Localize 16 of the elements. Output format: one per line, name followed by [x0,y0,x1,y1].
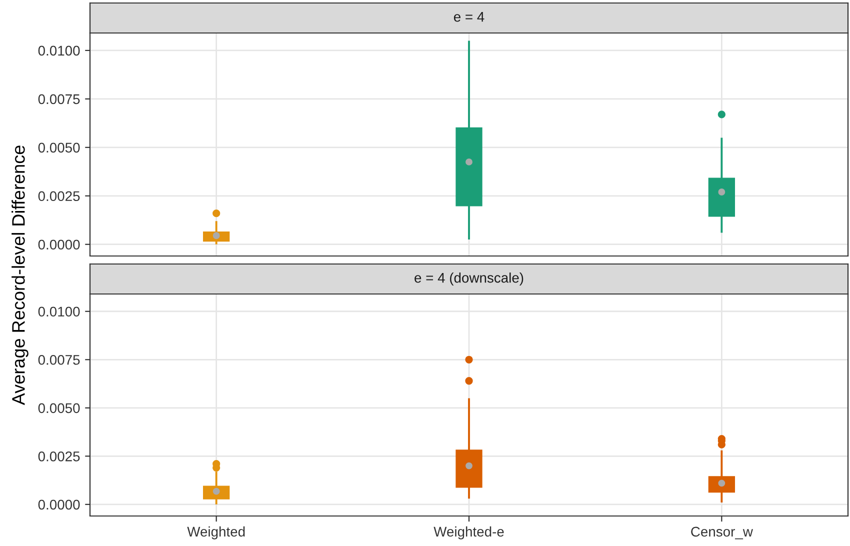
x-tick-label: Weighted [187,526,245,540]
y-tick-label: 0.0100 [38,306,80,317]
x-tick-label: Weighted-e [434,526,504,540]
chart-title: e = 4 [454,12,484,22]
y-tick-label: 0.0050 [38,403,80,414]
y-tick-label: 0.0075 [38,94,80,104]
chart-title: e = 4 (downscale) [414,272,524,286]
y-tick-label: 0.0025 [38,451,80,462]
y-tick-label: 0.0000 [38,500,80,510]
y-tick-label: 0.0025 [38,191,80,202]
y-tick-label: 0.0100 [38,46,80,56]
y-tick-label: 0.0000 [38,240,80,250]
y-tick-label: 0.0075 [38,354,80,365]
y-axis-title: Average Record-level Difference [12,146,28,406]
x-tick-label: Censor_w [691,526,753,540]
y-tick-label: 0.0050 [38,142,80,153]
